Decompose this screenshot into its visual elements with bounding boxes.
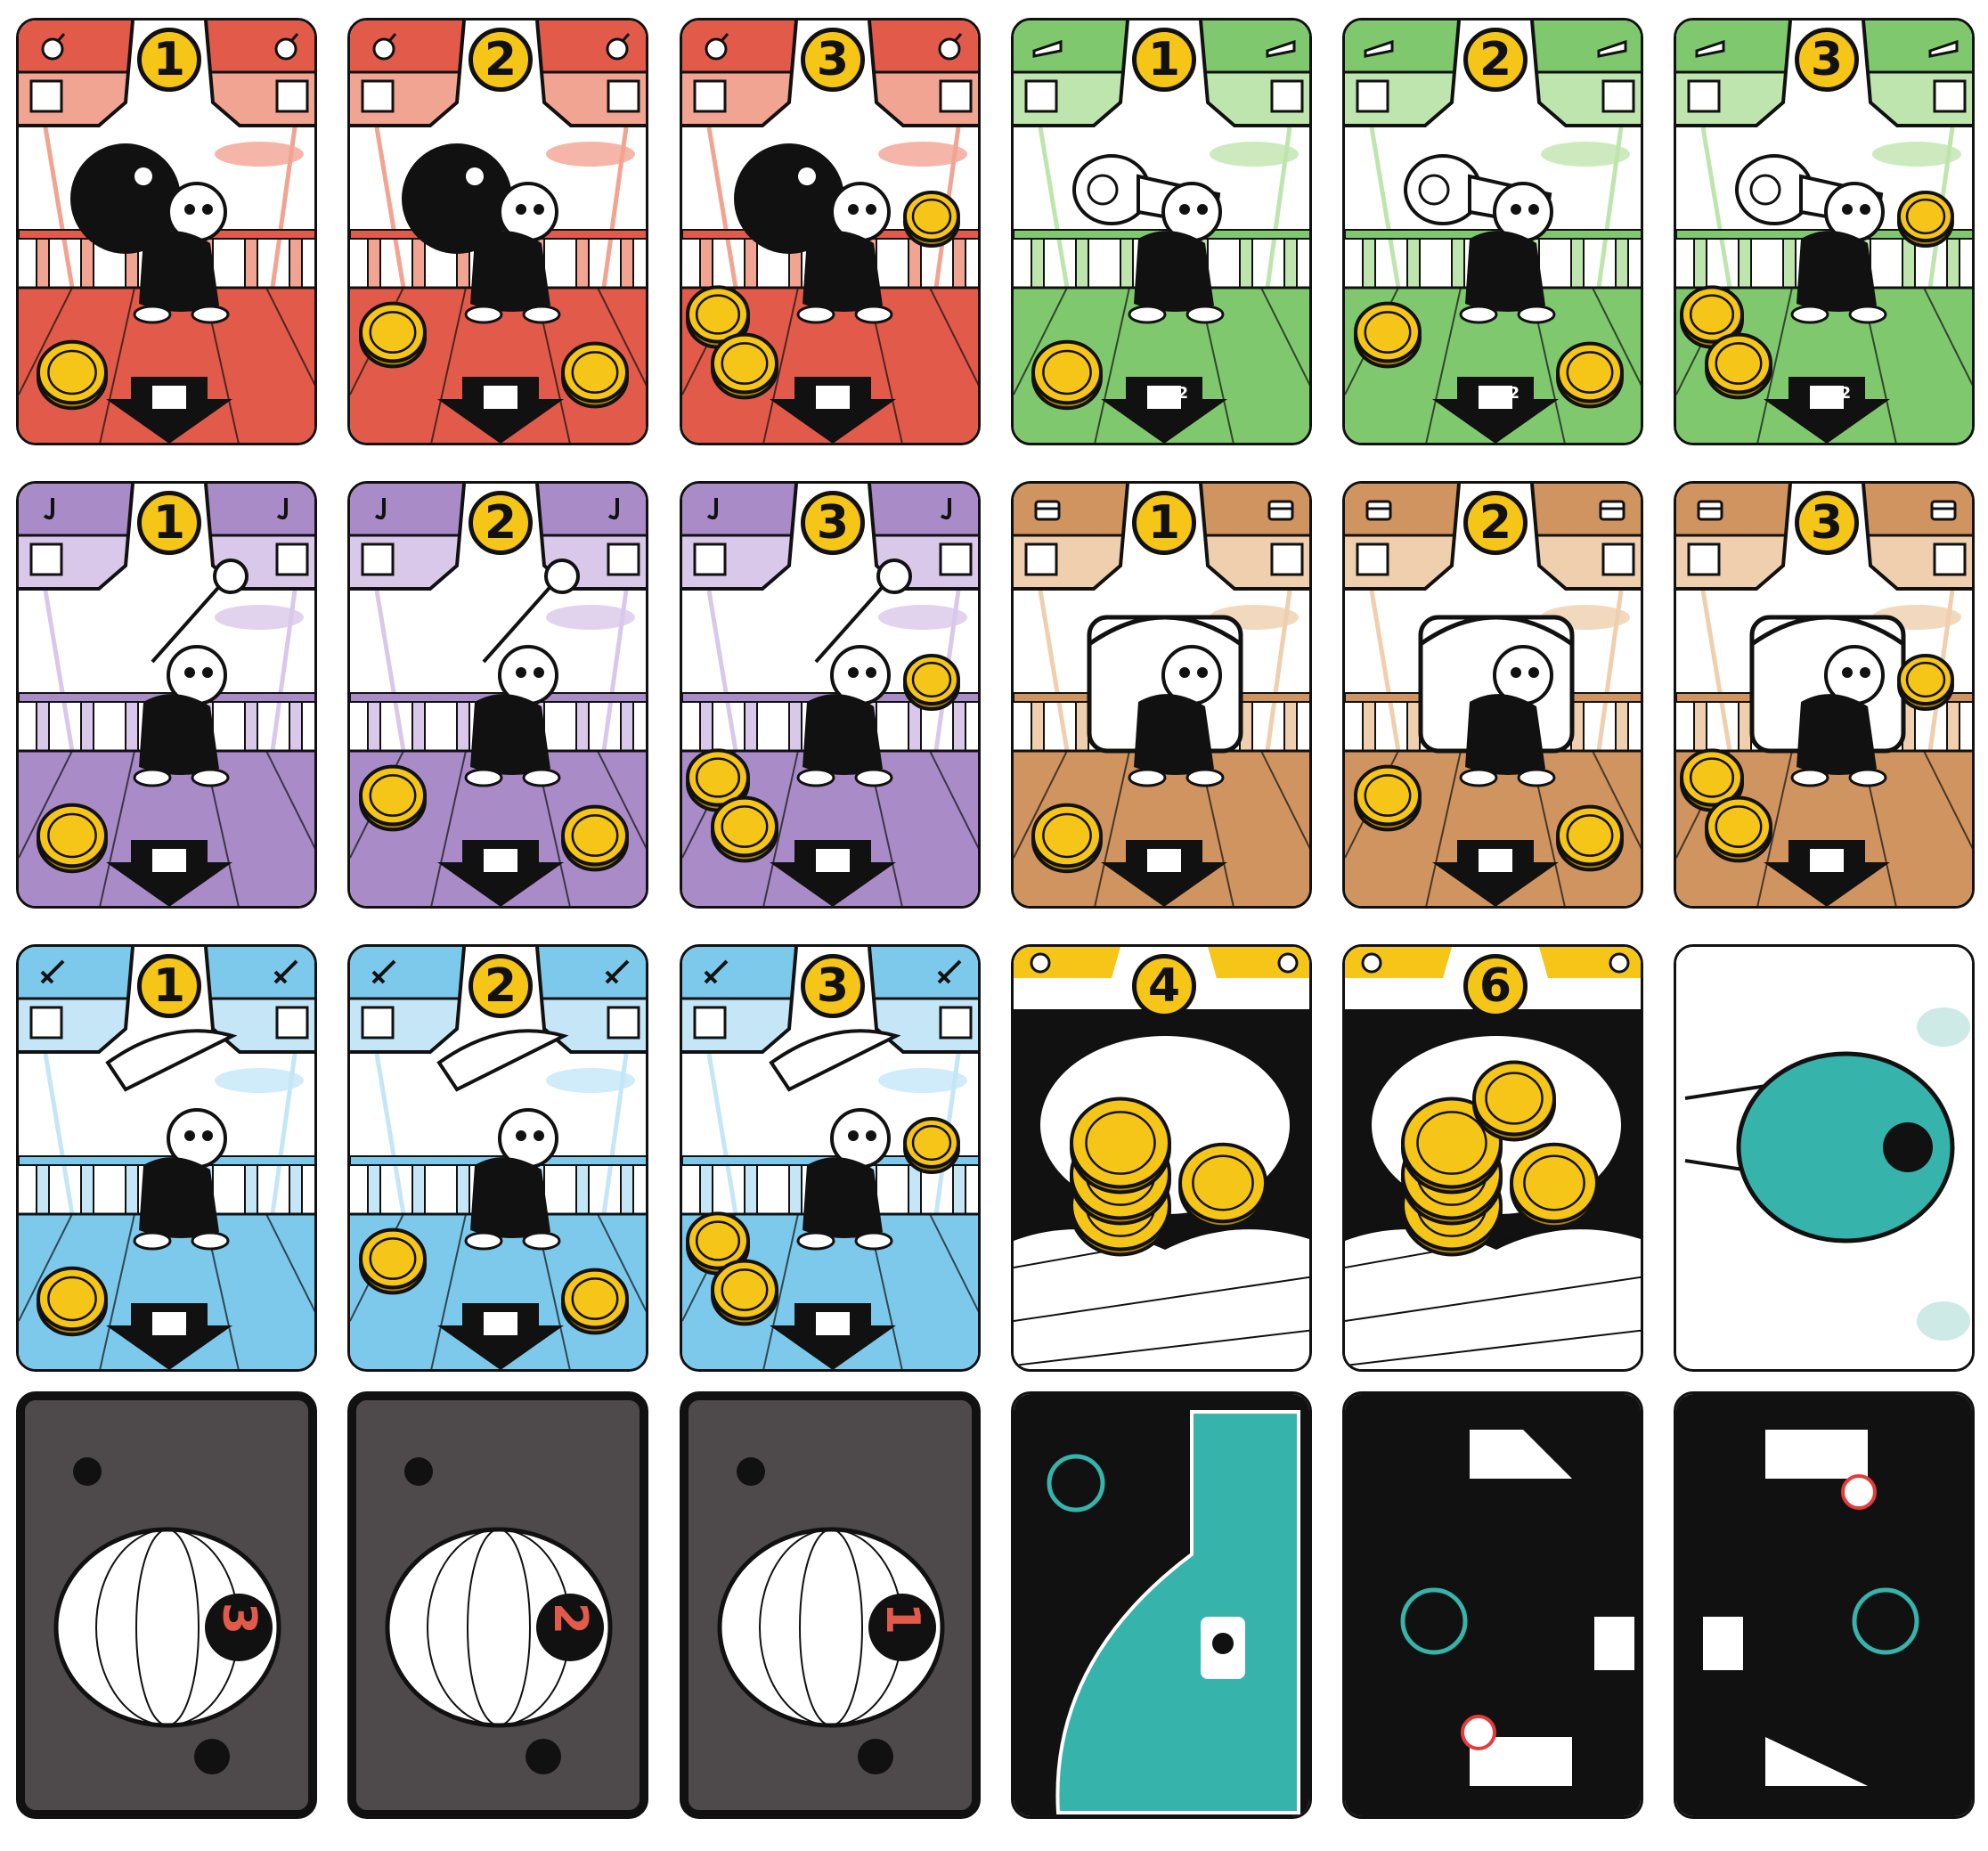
bomb-card-3-art [682,20,978,443]
sword-card-3-art [682,947,978,1369]
sword-card-2-art [350,947,646,1369]
action-multiplier: x2 [1829,384,1852,403]
chest-card-3: 3 [1674,481,1975,909]
spyglass-card-2: 2 x2 [1342,18,1643,445]
bomb-card-2: 2 [347,18,648,445]
bomb-card-number: 1 [137,28,201,92]
hook-card-1: 1 [16,481,317,909]
hook-card-number: 1 [137,491,201,555]
chest-card-2: 2 [1342,481,1643,909]
bomb-card-2-art [350,20,646,443]
treasure-value: 4 [1132,954,1196,1018]
rules-reference-card-right-art [1676,1394,1972,1816]
spyglass-card-number: 2 [1463,28,1528,92]
treasure-card-6-art [1345,947,1641,1369]
blimp-countdown-number: 1 [876,1602,929,1635]
chest-card-1-art [1014,484,1309,906]
rules-reference-card [1342,1391,1643,1819]
treasure-card-4: 4 [1011,944,1312,1372]
blimp-card-3: 3 [16,1391,317,1819]
action-multiplier: x2 [1498,384,1520,403]
rules-reference-card-right [1674,1391,1975,1819]
blimp-card-1: 1 [680,1391,981,1819]
blimp-card-1-art [688,1400,972,1810]
chest-card-1: 1 [1011,481,1312,909]
sword-card-2: 2 [347,944,648,1372]
rules-reference-card-art [1345,1394,1641,1816]
chest-back-card-art [1014,1394,1309,1816]
chest-card-2-art [1345,484,1641,906]
hook-card-number: 2 [468,491,533,555]
blimp-card-2-art [356,1400,640,1810]
spyglass-card-3: 3 x2 [1674,18,1975,445]
action-multiplier: x2 [1167,384,1189,403]
sword-card-number: 3 [801,954,865,1018]
hook-card-3: 3 [680,481,981,909]
blimp-countdown-number: 2 [543,1602,597,1635]
hook-card-1-art [19,484,314,906]
bomb-card-number: 2 [468,28,533,92]
hook-card-3-art [682,484,978,906]
chest-card-number: 3 [1795,491,1859,555]
bomb-card-1-art [19,20,314,443]
bomb-card-3: 3 [680,18,981,445]
sword-card-number: 2 [468,954,533,1018]
hook-card-2: 2 [347,481,648,909]
blimp-countdown-number: 3 [212,1602,265,1635]
spyglass-card-1: 1 x2 [1011,18,1312,445]
blimp-card-3-art [25,1400,308,1810]
spyglass-card-number: 1 [1132,28,1196,92]
sword-card-number: 1 [137,954,201,1018]
treasure-value: 6 [1463,954,1528,1018]
blimp-card-2: 2 [347,1391,648,1819]
spyglass-card-1-art [1014,20,1309,443]
bomb-card-number: 3 [801,28,865,92]
hook-card-2-art [350,484,646,906]
chest-card-number: 1 [1132,491,1196,555]
hook-card-number: 3 [801,491,865,555]
spyglass-card-2-art [1345,20,1641,443]
card-back-blimp-art [1676,947,1972,1369]
card-back-blimp [1674,944,1975,1372]
sword-card-1-art [19,947,314,1369]
sword-card-1: 1 [16,944,317,1372]
bomb-card-1: 1 [16,18,317,445]
chest-card-number: 2 [1463,491,1528,555]
treasure-card-6: 6 [1342,944,1643,1372]
treasure-card-4-art [1014,947,1309,1369]
spyglass-card-3-art [1676,20,1972,443]
chest-card-3-art [1676,484,1972,906]
chest-back-card [1011,1391,1312,1819]
spyglass-card-number: 3 [1795,28,1859,92]
sword-card-3: 3 [680,944,981,1372]
